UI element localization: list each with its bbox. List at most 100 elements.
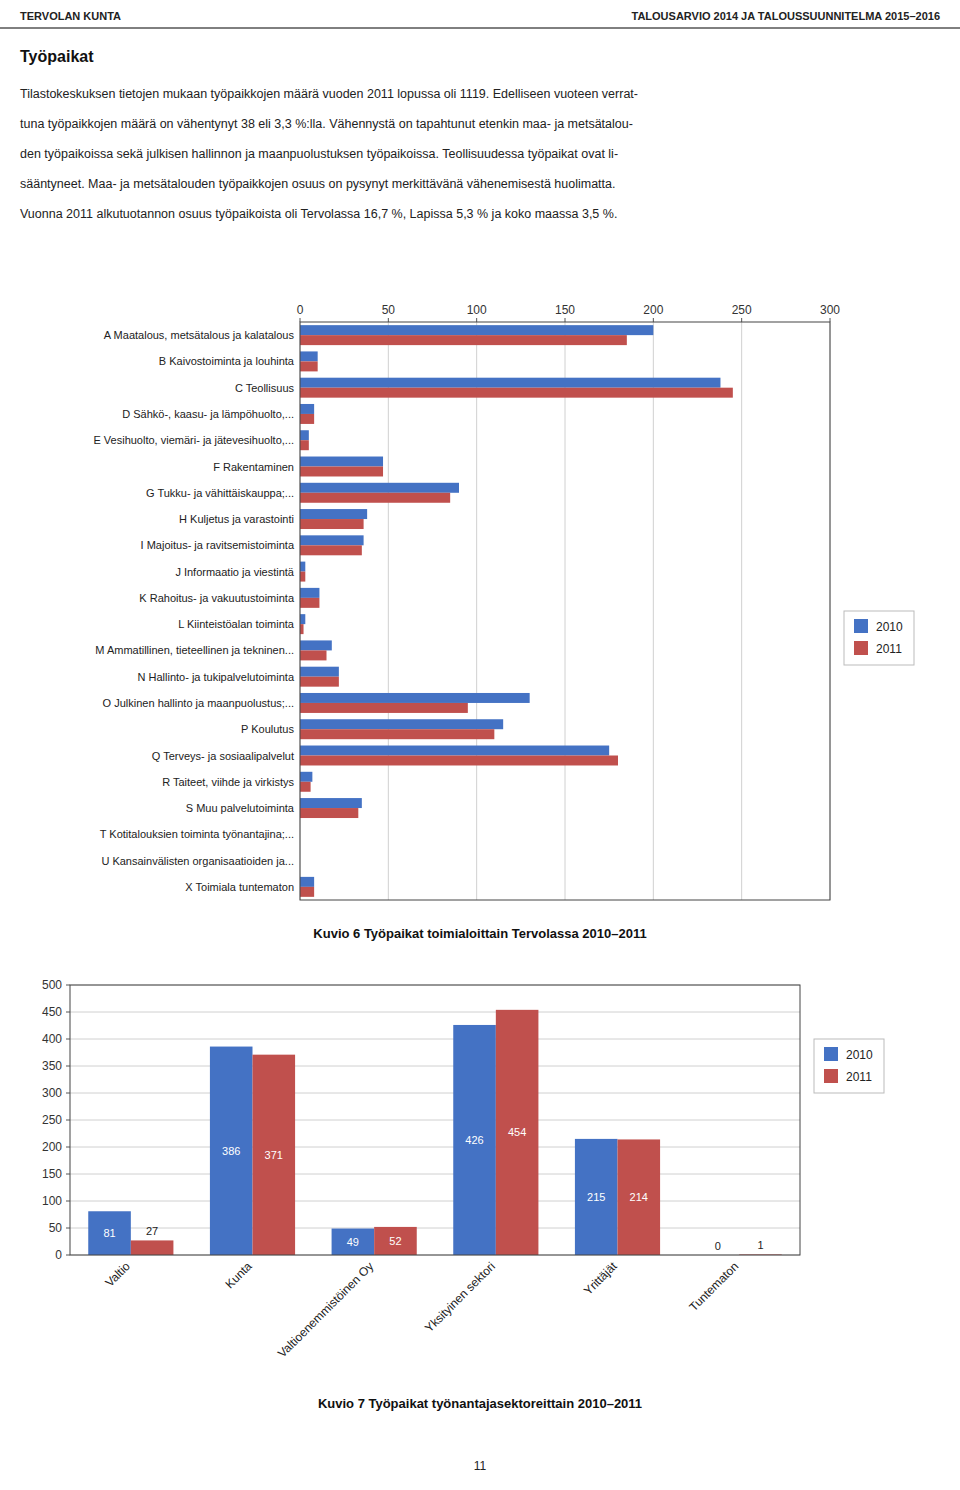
legend-label: 2011	[876, 642, 902, 656]
data-label: 1	[757, 1239, 763, 1251]
y-tick-label: 500	[42, 978, 62, 992]
bar	[300, 519, 364, 529]
x-tick-label: 0	[297, 303, 304, 317]
header-rule	[0, 28, 960, 29]
chart-title: Kuvio 6 Työpaikat toimialoittain Tervola…	[313, 926, 646, 941]
tick-mark	[66, 1120, 70, 1121]
bar	[332, 1229, 375, 1255]
tick-mark	[66, 1201, 70, 1202]
category-label: Yksityinen sektori	[422, 1259, 498, 1335]
category-label: N Hallinto- ja tukipalvelutoiminta	[137, 671, 294, 683]
bar	[575, 1139, 618, 1255]
tick-mark	[66, 1039, 70, 1040]
grid-line	[70, 1228, 800, 1229]
chart: 050100150200250300A Maatalous, metsätalo…	[93, 303, 914, 941]
y-tick-label: 200	[42, 1140, 62, 1154]
legend-label: 2010	[846, 1048, 873, 1062]
category-label: U Kansainvälisten organisaatioiden ja...	[101, 855, 294, 867]
x-tick-label: 250	[732, 303, 752, 317]
body-line: Tilastokeskuksen tietojen mukaan työpaik…	[20, 87, 638, 101]
y-tick-label: 350	[42, 1059, 62, 1073]
bar	[300, 545, 362, 555]
bar	[253, 1055, 296, 1255]
category-label: I Majoitus- ja ravitsemistoiminta	[141, 539, 295, 551]
grid-line	[70, 1147, 800, 1148]
bar	[300, 729, 494, 739]
category-label: M Ammatillinen, tieteellinen ja tekninen…	[95, 644, 294, 656]
grid-line	[476, 322, 477, 900]
legend-frame	[814, 1039, 884, 1093]
bar	[300, 404, 314, 414]
bar	[496, 1010, 539, 1255]
category-label: G Tukku- ja vähittäiskauppa;...	[146, 487, 294, 499]
y-tick-label: 100	[42, 1194, 62, 1208]
category-label: Kunta	[223, 1259, 255, 1291]
y-tick-label: 400	[42, 1032, 62, 1046]
bars	[88, 1010, 782, 1255]
data-label: 81	[103, 1227, 115, 1239]
bar	[300, 535, 364, 545]
category-label: F Rakentaminen	[213, 461, 294, 473]
bar	[300, 693, 530, 703]
data-label: 386	[222, 1145, 240, 1157]
y-tick-label: 0	[55, 1248, 62, 1262]
category-label: Valtio	[102, 1259, 133, 1290]
tick-mark	[66, 1255, 70, 1256]
legend-label: 2011	[846, 1070, 872, 1084]
bar	[453, 1025, 496, 1255]
x-tick-label: 300	[820, 303, 840, 317]
category-label: C Teollisuus	[235, 382, 295, 394]
grid-line	[70, 1120, 800, 1121]
x-tick-label: 150	[555, 303, 575, 317]
bar	[618, 1139, 661, 1255]
category-label: K Rahoitus- ja vakuutustoiminta	[139, 592, 295, 604]
bar	[300, 667, 339, 677]
bar	[300, 798, 362, 808]
bar	[300, 782, 311, 792]
category-label: B Kaivostoiminta ja louhinta	[159, 355, 295, 367]
bar	[300, 719, 503, 729]
bar	[300, 414, 314, 424]
category-label: Q Terveys- ja sosiaalipalvelut	[152, 750, 294, 762]
tick-mark	[300, 318, 301, 322]
category-label: E Vesihuolto, viemäri- ja jätevesihuolto…	[93, 434, 294, 446]
bar	[300, 677, 339, 687]
data-label: 371	[265, 1149, 283, 1161]
bar	[300, 588, 319, 598]
section-title: Työpaikat	[20, 48, 94, 65]
chart-title: Kuvio 7 Työpaikat työnantajasektoreittai…	[318, 1396, 642, 1411]
category-label: L Kiinteistöalan toiminta	[178, 618, 295, 630]
category-label: J Informaatio ja viestintä	[175, 566, 294, 578]
bar	[300, 440, 309, 450]
data-label: 215	[587, 1191, 605, 1203]
legend: 20102011	[844, 611, 914, 665]
bar	[88, 1211, 131, 1255]
data-label: 0	[715, 1240, 721, 1252]
legend-frame	[844, 611, 914, 665]
legend-swatch	[854, 619, 868, 633]
legend-swatch	[824, 1047, 838, 1061]
y-tick-label: 300	[42, 1086, 62, 1100]
bar	[210, 1047, 253, 1255]
bar	[374, 1227, 417, 1255]
bar	[300, 388, 733, 398]
data-label: 27	[146, 1225, 158, 1237]
header-left: TERVOLAN KUNTA	[20, 10, 121, 22]
tick-mark	[565, 318, 566, 322]
tick-mark	[66, 1093, 70, 1094]
grid-line	[70, 1012, 800, 1013]
category-label: X Toimiala tuntematon	[185, 881, 294, 893]
data-label: 214	[630, 1191, 648, 1203]
page-number: 11	[474, 1459, 487, 1473]
bar	[300, 562, 305, 572]
x-tick-label: 200	[643, 303, 663, 317]
grid-line	[70, 1039, 800, 1040]
x-tick-label: 100	[467, 303, 487, 317]
grid-line	[565, 322, 566, 900]
bar	[300, 887, 314, 897]
bar	[300, 640, 332, 650]
category-label: Yrittäjät	[581, 1259, 620, 1298]
bar	[300, 598, 319, 608]
category-label: H Kuljetus ja varastointi	[179, 513, 294, 525]
legend: 2010 2011	[814, 1039, 884, 1093]
